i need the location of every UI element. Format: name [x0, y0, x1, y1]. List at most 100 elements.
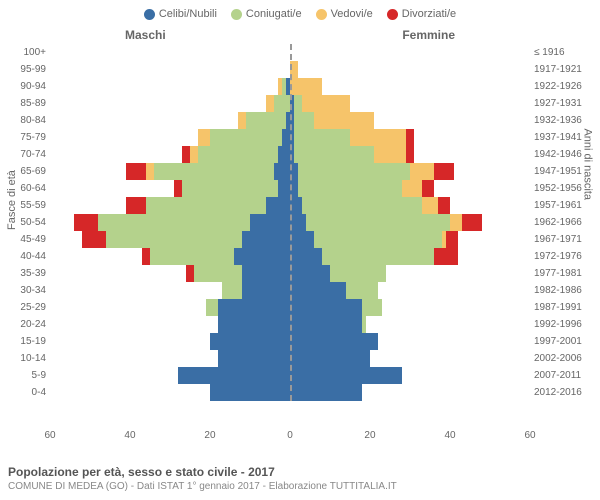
age-label: 20-24: [20, 316, 46, 333]
x-tick: 20: [364, 430, 375, 441]
birth-label: 1982-1986: [534, 282, 582, 299]
bar-segment-male: [194, 265, 242, 282]
legend-label: Coniugati/e: [246, 8, 302, 20]
bar-segment-male: [234, 248, 290, 265]
bar-segment-female: [374, 146, 406, 163]
bar-segment-male: [198, 146, 278, 163]
bar-segment-male: [74, 214, 98, 231]
bar-segment-male: [126, 163, 146, 180]
bar-segment-female: [406, 146, 414, 163]
center-line: [290, 44, 292, 401]
age-label: 0-4: [32, 384, 46, 401]
x-tick: 60: [44, 430, 55, 441]
legend-item: Celibi/Nubili: [144, 8, 217, 20]
bar-segment-female: [446, 231, 458, 248]
bar-segment-female: [290, 231, 314, 248]
bar-segment-female: [410, 163, 434, 180]
bar-segment-male: [150, 248, 234, 265]
bar-segment-male: [250, 214, 290, 231]
male-header: Maschi: [125, 28, 166, 42]
legend-item: Divorziati/e: [387, 8, 456, 20]
bar-segment-male: [190, 146, 198, 163]
bar-segment-male: [126, 197, 146, 214]
age-label: 25-29: [20, 299, 46, 316]
x-tick: 40: [124, 430, 135, 441]
bar-segment-female: [422, 180, 434, 197]
age-label: 65-69: [20, 163, 46, 180]
birth-label: 2002-2006: [534, 350, 582, 367]
legend: Celibi/Nubili Coniugati/e Vedovi/e Divorzia…: [0, 0, 600, 24]
birth-label: 1917-1921: [534, 61, 582, 78]
age-label: 60-64: [20, 180, 46, 197]
legend-item: Coniugati/e: [231, 8, 302, 20]
age-label: 75-79: [20, 129, 46, 146]
bar-segment-male: [182, 180, 278, 197]
bar-segment-female: [434, 163, 454, 180]
female-header: Femmine: [402, 28, 455, 42]
bar-segment-female: [422, 197, 438, 214]
age-label: 45-49: [20, 231, 46, 248]
legend-label: Celibi/Nubili: [159, 8, 217, 20]
bar-segment-female: [294, 129, 350, 146]
legend-label: Vedovi/e: [331, 8, 373, 20]
bar-segment-female: [298, 180, 402, 197]
x-tick: 0: [287, 430, 293, 441]
bar-segment-male: [278, 146, 290, 163]
bar-segment-male: [178, 367, 290, 384]
legend-swatch-icon: [144, 9, 155, 20]
bar-segment-female: [294, 146, 374, 163]
bar-segment-male: [218, 350, 290, 367]
bar-segment-female: [290, 333, 378, 350]
bar-segment-male: [278, 78, 282, 95]
legend-swatch-icon: [316, 9, 327, 20]
bar-segment-female: [290, 350, 370, 367]
bar-segment-male: [218, 299, 290, 316]
bar-segment-male: [266, 95, 274, 112]
bar-segment-male: [206, 299, 218, 316]
age-label: 95-99: [20, 61, 46, 78]
age-label: 55-59: [20, 197, 46, 214]
bar-segment-female: [290, 282, 346, 299]
bar-segment-male: [146, 197, 266, 214]
bar-segment-male: [282, 129, 290, 146]
bar-segment-male: [198, 129, 210, 146]
birth-label: 1942-1946: [534, 146, 582, 163]
footer-title: Popolazione per età, sesso e stato civil…: [8, 465, 592, 479]
bar-segment-male: [282, 78, 286, 95]
population-pyramid-chart: Celibi/Nubili Coniugati/e Vedovi/e Divorzia…: [0, 0, 600, 500]
bar-segment-female: [362, 299, 382, 316]
birth-label: 1972-1976: [534, 248, 582, 265]
bar-segment-female: [438, 197, 450, 214]
birth-label: 2007-2011: [534, 367, 581, 384]
left-axis-title: Fasce di età: [6, 170, 18, 230]
age-label: 50-54: [20, 214, 46, 231]
bar-segment-male: [246, 112, 286, 129]
bar-segment-female: [330, 265, 386, 282]
bar-segment-female: [290, 265, 330, 282]
bar-segment-male: [242, 231, 290, 248]
age-label: 5-9: [32, 367, 46, 384]
right-axis-title: Anni di nascita: [582, 128, 594, 200]
bar-segment-female: [290, 214, 306, 231]
bar-segment-female: [350, 129, 406, 146]
bar-segment-female: [298, 163, 410, 180]
plot-area: 100+≤ 191695-991917-192190-941922-192685…: [50, 44, 530, 401]
age-label: 100+: [23, 44, 46, 61]
bar-segment-female: [434, 248, 458, 265]
bar-segment-female: [290, 248, 322, 265]
bar-segment-female: [462, 214, 482, 231]
bar-segment-male: [242, 282, 290, 299]
bar-segment-female: [290, 367, 402, 384]
chart-footer: Popolazione per età, sesso e stato civil…: [8, 465, 592, 492]
age-label: 15-19: [20, 333, 46, 350]
legend-swatch-icon: [231, 9, 242, 20]
age-label: 10-14: [20, 350, 46, 367]
age-label: 70-74: [20, 146, 46, 163]
age-label: 90-94: [20, 78, 46, 95]
bar-segment-male: [98, 214, 250, 231]
bar-segment-female: [306, 214, 450, 231]
bar-segment-male: [82, 231, 106, 248]
bar-segment-female: [322, 248, 434, 265]
birth-label: 1932-1936: [534, 112, 582, 129]
birth-label: 1927-1931: [534, 95, 582, 112]
